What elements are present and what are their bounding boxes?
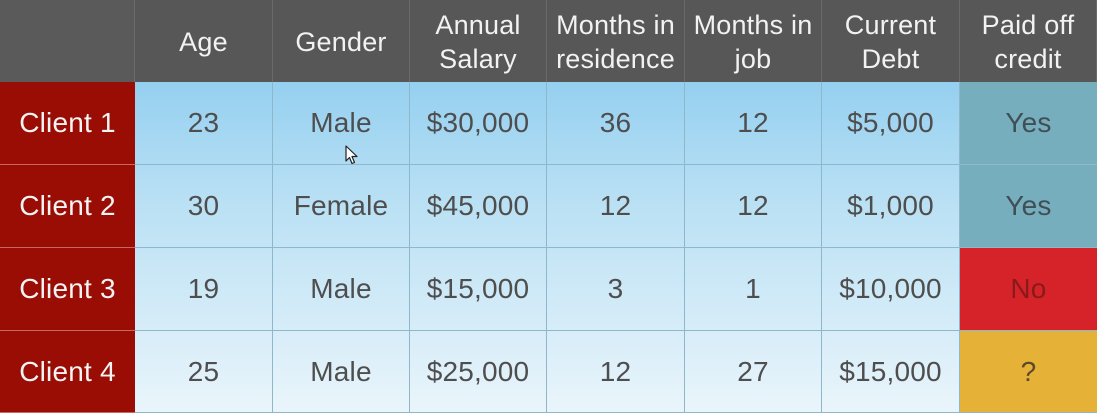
header-months-in-residence: Months in residence xyxy=(547,0,685,82)
cell-months-residence: 36 xyxy=(547,82,685,165)
cell-gender: Male xyxy=(273,82,410,165)
cell-months-job: 12 xyxy=(685,82,822,165)
row-label-client-2: Client 2 xyxy=(0,165,135,248)
cell-salary: $30,000 xyxy=(410,82,547,165)
cell-gender: Female xyxy=(273,165,410,248)
cell-age: 19 xyxy=(135,248,273,331)
cell-paid-off-credit: No xyxy=(960,248,1097,331)
cell-current-debt: $10,000 xyxy=(822,248,960,331)
cell-salary: $25,000 xyxy=(410,331,547,413)
header-paid-off-credit: Paid off credit xyxy=(960,0,1097,82)
header-annual-salary: Annual Salary xyxy=(410,0,547,82)
header-current-debt: Current Debt xyxy=(822,0,960,82)
cell-months-residence: 3 xyxy=(547,248,685,331)
cell-months-job: 12 xyxy=(685,165,822,248)
cell-paid-off-credit: Yes xyxy=(960,165,1097,248)
cell-months-job: 1 xyxy=(685,248,822,331)
header-corner xyxy=(0,0,135,82)
cell-current-debt: $15,000 xyxy=(822,331,960,413)
header-gender: Gender xyxy=(273,0,410,82)
row-label-client-1: Client 1 xyxy=(0,82,135,165)
cell-current-debt: $5,000 xyxy=(822,82,960,165)
cell-months-residence: 12 xyxy=(547,331,685,413)
cell-months-residence: 12 xyxy=(547,165,685,248)
mouse-pointer-icon xyxy=(345,145,358,165)
header-age: Age xyxy=(135,0,273,82)
cell-age: 23 xyxy=(135,82,273,165)
cell-gender: Male xyxy=(273,248,410,331)
cell-age: 25 xyxy=(135,331,273,413)
row-label-client-4: Client 4 xyxy=(0,331,135,413)
cell-paid-off-credit: Yes xyxy=(960,82,1097,165)
cell-current-debt: $1,000 xyxy=(822,165,960,248)
cell-months-job: 27 xyxy=(685,331,822,413)
cell-age: 30 xyxy=(135,165,273,248)
cell-salary: $45,000 xyxy=(410,165,547,248)
cell-paid-off-credit: ? xyxy=(960,331,1097,413)
cell-gender: Male xyxy=(273,331,410,413)
header-months-in-job: Months in job xyxy=(685,0,822,82)
cell-salary: $15,000 xyxy=(410,248,547,331)
row-label-client-3: Client 3 xyxy=(0,248,135,331)
